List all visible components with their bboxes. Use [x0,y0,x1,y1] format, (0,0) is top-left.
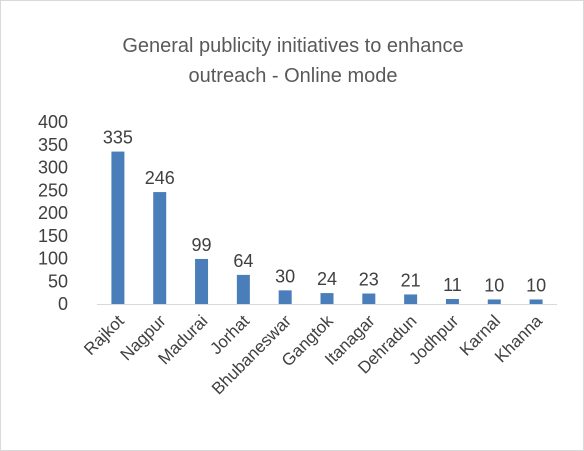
y-tick-label: 0 [58,294,68,314]
x-axis: RajkotNagpurMaduraiJorhatBhubaneswarGang… [80,304,557,398]
bar-jorhat [236,274,250,304]
data-label: 99 [192,235,212,255]
data-label: 64 [233,251,253,271]
bar-gangtok [320,293,334,304]
bar-jodhpur [445,298,459,304]
bar-itanagar [362,293,376,304]
data-label: 246 [145,168,175,188]
bar-khanna [529,299,543,304]
y-tick-label: 50 [48,271,68,291]
bar-madurai [195,258,209,304]
data-label: 11 [443,275,462,295]
y-tick-label: 400 [38,112,68,132]
data-label: 10 [526,275,546,295]
data-labels: 335 246 99 64 30 24 23 21 11 10 10 [103,128,546,296]
y-tick-label: 150 [38,226,68,246]
chart-title: General publicity initiatives to enhance… [1,31,584,91]
x-tick-label: Khanna [491,311,546,366]
data-label: 10 [484,275,504,295]
data-label: 30 [275,266,295,286]
bar-dehradun [404,294,418,304]
bar-nagpur [153,192,167,304]
y-tick-label: 200 [38,203,68,223]
y-tick-label: 350 [38,135,68,155]
y-tick-label: 250 [38,180,68,200]
bar-series [111,151,543,304]
data-label: 23 [359,270,379,290]
bar-karnal [487,299,501,304]
data-label: 24 [317,269,337,289]
bar-bhubaneswar [278,290,292,304]
chart-title-line-1: General publicity initiatives to enhance [122,35,464,57]
y-tick-label: 300 [38,158,68,178]
data-label: 21 [401,270,421,290]
y-tick-label: 100 [38,249,68,269]
chart-title-line-2: outreach - Online mode [188,65,398,87]
bar-rajkot [111,151,125,304]
data-label: 335 [103,128,133,148]
